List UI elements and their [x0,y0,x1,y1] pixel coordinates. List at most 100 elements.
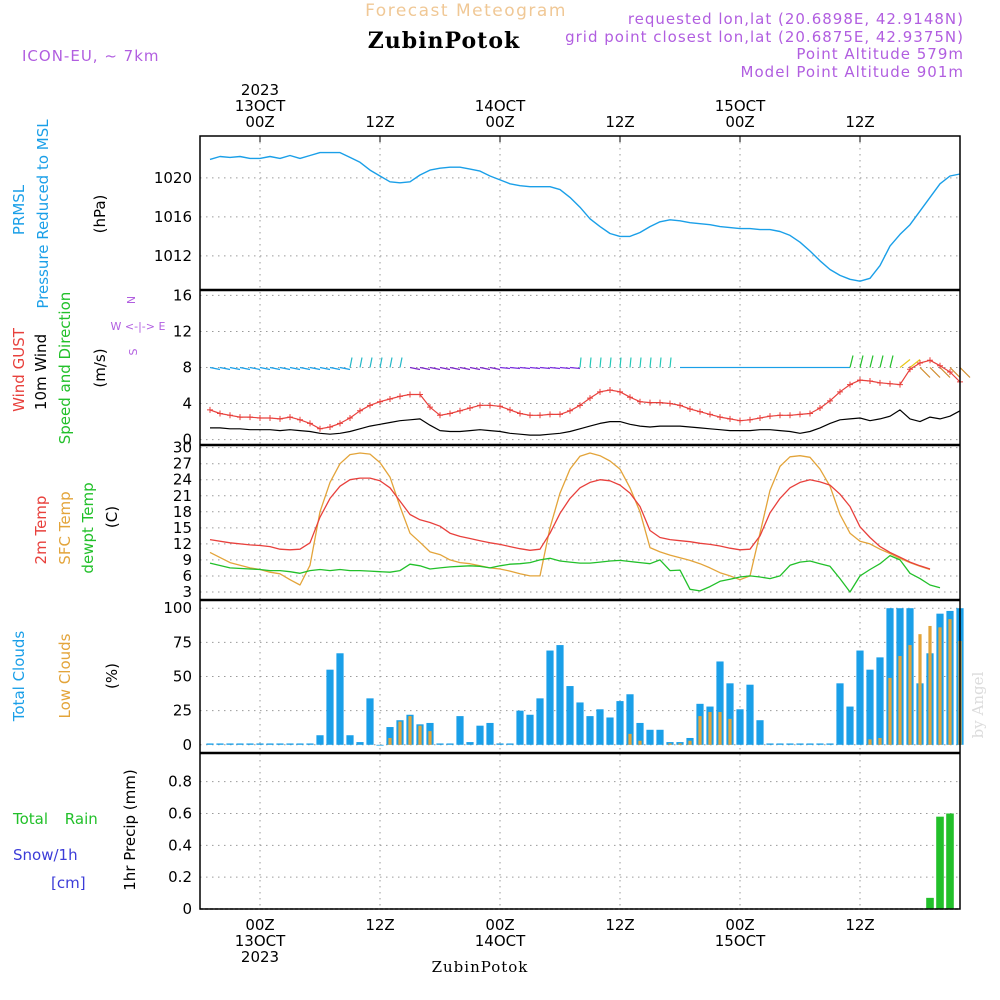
wind-direction-arrow [539,366,551,370]
clouds-ylabel: (%) [103,663,121,689]
low-cloud-bar [898,656,902,745]
wind-direction-arrow [619,357,622,368]
low-cloud-bar [638,740,642,745]
wind-direction-arrow [939,367,951,378]
wind-tick-label: 12 [173,322,192,340]
total-cloud-bar [756,720,764,745]
wind-gust-marker [747,416,753,423]
wind-gust-marker [437,412,443,419]
total-cloud-bar [816,743,824,745]
top-time-label: 12Z [365,113,394,131]
rain-bar [926,897,934,909]
wind-direction-arrow [299,366,311,371]
compass-we: W <-|-> E [111,320,166,333]
header-model-altitude: Model Point Altitude 901m [741,63,964,81]
wind-direction-arrow [379,357,383,368]
wind-direction-arrow [449,366,461,371]
header-point-altitude: Point Altitude 579m [796,45,964,63]
top-time-label: 00Z [245,113,274,131]
precip-tick-label: 0.6 [168,804,192,822]
wind-gust-marker [627,394,633,401]
wind-direction-arrow [339,366,351,371]
wind-gust-marker [407,391,413,398]
temp-tick-label: 18 [173,503,192,521]
temperature-plot [209,452,941,593]
total-cloud-bar [556,645,564,745]
precip-label-snow: Snow/1h [13,846,78,864]
wind-gust-marker [557,411,563,418]
bottom-time-label: 2023 [241,948,279,966]
top-time-label: 00Z [485,113,514,131]
bottom-time-label: 00Z [485,916,514,934]
wind-gust-marker [617,388,623,395]
top-time-label: 2023 [241,81,279,99]
wind-direction-arrow [479,366,491,371]
total-cloud-bar [866,669,874,745]
dewpt-temp-line [209,554,941,593]
wind-direction-arrow [389,357,393,368]
wind-gust-marker [307,420,313,427]
precip-label-cm: [cm] [51,874,86,892]
low-cloud-bar [918,634,922,745]
total-cloud-bar [886,608,894,745]
wind-gust-marker [587,395,593,402]
wind-gust-marker [637,398,643,405]
total-cloud-bar [616,701,624,745]
precip-plot [200,813,960,910]
bottom-time-label: 00Z [245,916,274,934]
pressure-tick-label: 1016 [154,208,192,226]
total-cloud-bar [856,650,864,745]
temp-side-label-2m: 2m Temp [32,496,50,565]
wind-gust-marker [267,414,273,421]
temp-tick-label: 3 [182,583,192,601]
wind-gust-marker [837,388,843,395]
low-cloud-bar [678,743,682,745]
total-cloud-bar [536,698,544,745]
wind-direction-arrow [639,357,642,368]
low-cloud-bar [418,725,422,745]
total-cloud-bar [506,743,514,745]
wind-gust-marker [597,388,603,395]
wind-gust-marker [687,405,693,412]
bottom-time-label: 12Z [845,916,874,934]
total-cloud-bar [836,683,844,745]
precip-tick-label: 0.8 [168,773,192,791]
total-cloud-bar [606,717,614,745]
bottom-time-label: 15OCT [715,932,766,950]
wind-direction-arrow [849,355,854,368]
wind-direction-arrow [889,355,894,368]
low-cloud-bar [908,645,912,745]
wind-gust-marker [487,402,493,409]
wind-gust-marker [887,380,893,387]
wind-gust-marker [697,408,703,415]
wind-direction-arrow [579,357,582,368]
wind-gust-marker [537,412,543,419]
wind-gust-marker [927,357,933,364]
wind-gust-marker [797,411,803,418]
top-time-label: 13OCT [235,97,286,115]
bottom-time-label: 13OCT [235,932,286,950]
wind-gust-marker [937,362,943,369]
wind-gust-marker [397,393,403,400]
wind-gust-marker [817,405,823,412]
wind-gust-marker [607,387,613,394]
compass-north: N [125,296,138,304]
bottom-time-label: 12Z [605,916,634,934]
low-cloud-bar [668,743,672,745]
total-cloud-bar [596,709,604,745]
wind-direction-arrow [909,359,921,368]
wind-gust-marker [367,402,373,409]
wind-direction-arrow [559,366,571,370]
clouds-tick-label: 25 [173,702,192,720]
low-cloud-bar [408,716,412,745]
total-cloud-bar [656,729,664,745]
total-cloud-bar [546,650,554,745]
pressure-tick-label: 1020 [154,169,192,187]
footer-location: ZubinPotok [432,958,529,976]
total-cloud-bar [356,742,364,745]
pressure-ylabel: (hPa) [91,195,109,234]
wind-direction-arrow [869,355,874,368]
wind-direction-arrow [399,357,403,368]
wind-gust-marker [867,378,873,385]
wind-gust-marker [717,414,723,421]
